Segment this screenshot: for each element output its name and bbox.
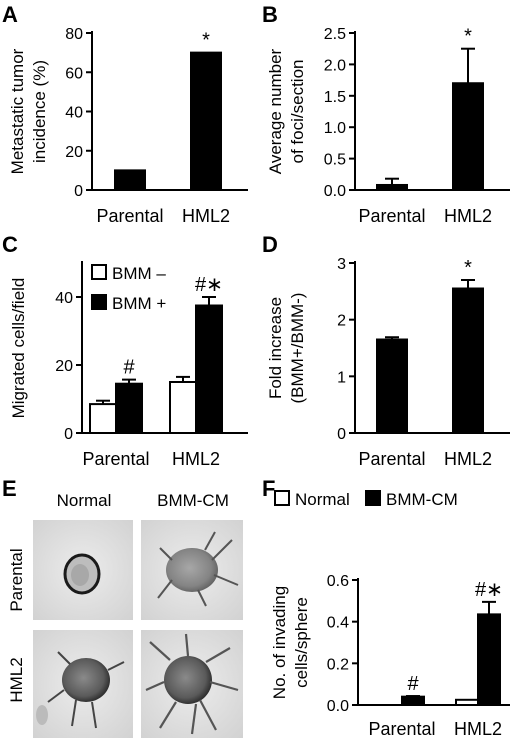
y-tick-label: 1.5 <box>324 89 346 106</box>
y-tick-label: 1.0 <box>324 120 346 137</box>
y-tick-label: 0 <box>64 426 73 443</box>
y-axis-label: Metastatic tumor <box>8 48 27 174</box>
y-axis-label: incidence (%) <box>30 60 49 163</box>
chart-c: C 0 20 40 Migrated cells/field Parental # HML2 #… <box>2 232 248 469</box>
category-label: Parental <box>358 449 425 469</box>
y-tick-label: 0.6 <box>327 573 349 590</box>
y-tick-label: 3 <box>337 256 346 273</box>
bar <box>455 698 479 707</box>
y-axis-label: Fold increase <box>266 297 285 399</box>
bar <box>89 403 117 435</box>
legend-label: Normal <box>295 490 350 509</box>
significance-mark: * <box>464 26 472 48</box>
y-axis-label: of foci/section <box>288 60 307 164</box>
micrograph-hml2-bmm-cm <box>141 630 243 738</box>
significance-mark: * <box>202 30 210 52</box>
panel-e-col-header-normal: Normal <box>57 491 112 510</box>
significance-mark: #∗ <box>475 579 503 601</box>
micrograph-parental-bmm-cm <box>141 520 243 620</box>
legend-label: BMM – <box>112 264 166 283</box>
chart-b: B 0.0 0.5 1.0 1.5 2.0 2.5 Average number of foci… <box>262 2 510 226</box>
legend-swatch <box>274 490 290 506</box>
bar <box>114 169 146 191</box>
panel-letter: D <box>262 232 278 257</box>
micrograph-hml2-normal <box>33 630 133 738</box>
panel-letter: C <box>2 232 18 257</box>
legend-swatch <box>91 264 107 280</box>
chart-f: F 0.0 0.2 0.4 0.6 No. of invading cells/sphere… <box>262 476 510 739</box>
panel-letter: B <box>262 2 278 27</box>
category-label: HML2 <box>444 206 492 226</box>
category-label: HML2 <box>454 719 502 739</box>
panel-e-row-label-parental: Parental <box>7 548 26 611</box>
y-axis-label: Migrated cells/field <box>9 278 28 419</box>
panel-e-letter: E <box>2 476 17 501</box>
micrograph-parental-normal <box>33 520 133 620</box>
y-tick-label: 0.0 <box>324 183 346 200</box>
category-label: Parental <box>358 206 425 226</box>
legend-label: BMM-CM <box>386 490 458 509</box>
y-tick-label: 20 <box>55 358 73 375</box>
bar <box>190 51 222 191</box>
panel-e-col-header-bmm-cm: BMM-CM <box>157 491 229 510</box>
y-axis-label: Average number <box>266 48 285 174</box>
chart-a: A 0 20 40 60 80 Metastatic tumor incidence (%) P… <box>2 2 248 226</box>
bar <box>195 304 223 434</box>
y-tick-label: 40 <box>55 290 73 307</box>
category-label: HML2 <box>172 449 220 469</box>
bar <box>376 183 408 191</box>
bar <box>401 695 425 707</box>
legend-swatch <box>365 490 381 506</box>
panel-letter: A <box>2 2 18 27</box>
y-tick-label: 80 <box>65 26 83 43</box>
category-label: Parental <box>368 719 435 739</box>
y-tick-label: 0.4 <box>327 615 349 632</box>
bar <box>452 287 484 434</box>
y-tick-label: 2 <box>337 313 346 330</box>
y-tick-label: 0 <box>337 426 346 443</box>
bar <box>115 382 143 435</box>
y-tick-label: 2.5 <box>324 26 346 43</box>
category-label: Parental <box>82 449 149 469</box>
bar <box>376 338 408 434</box>
y-tick-label: 2.0 <box>324 57 346 74</box>
category-label: Parental <box>96 206 163 226</box>
y-tick-label: 60 <box>65 65 83 82</box>
y-tick-label: 0.5 <box>324 152 346 169</box>
y-tick-label: 0.2 <box>327 656 349 673</box>
y-tick-label: 1 <box>337 369 346 386</box>
category-label: HML2 <box>182 206 230 226</box>
bar <box>452 82 484 191</box>
y-axis-label: cells/sphere <box>292 597 311 688</box>
y-axis-label: (BMM+/BMM-) <box>288 293 307 404</box>
panel-e: E Normal BMM-CM Parental HML2 <box>2 476 243 738</box>
y-tick-label: 0 <box>74 183 83 200</box>
y-tick-label: 0.0 <box>327 698 349 715</box>
significance-mark: * <box>464 257 472 279</box>
y-axis-label: No. of invading <box>270 586 289 699</box>
significance-mark: # <box>407 673 419 695</box>
bar <box>169 381 197 434</box>
y-tick-label: 40 <box>65 105 83 122</box>
panel-e-row-label-hml2: HML2 <box>7 657 26 702</box>
significance-mark: #∗ <box>195 274 223 296</box>
legend-label: BMM + <box>112 294 166 313</box>
category-label: HML2 <box>444 449 492 469</box>
panel-letter: F <box>262 476 275 501</box>
significance-mark: # <box>123 357 135 379</box>
bar <box>477 613 501 706</box>
chart-d: D 0 1 2 3 Fold increase (BMM+/BMM-) Parental HML… <box>262 232 510 469</box>
y-tick-label: 20 <box>65 144 83 161</box>
legend-swatch <box>91 294 107 310</box>
